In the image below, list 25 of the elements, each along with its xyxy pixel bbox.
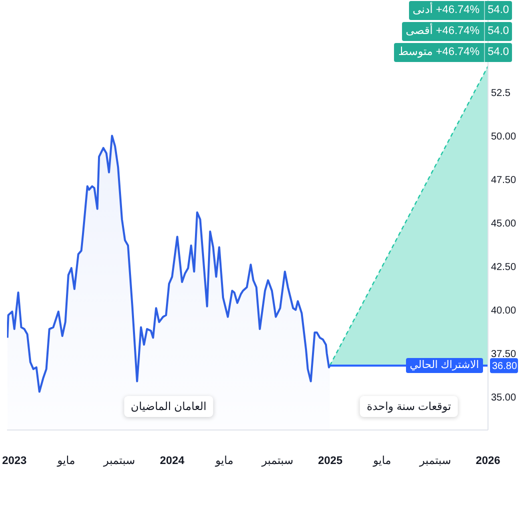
x-tick-label: مايو: [56, 455, 76, 467]
y-tick-label: 47.50: [491, 174, 516, 186]
x-tick-label: سبتمبر: [260, 455, 294, 467]
x-tick-label: سبتمبر: [418, 455, 452, 467]
annotation: 54.0: [484, 1, 512, 20]
y-tick-label: 35.00: [491, 392, 516, 404]
y-tick-label: 36.80: [492, 361, 518, 372]
y-tick-label: 37.50: [491, 348, 516, 360]
x-tick-label: مايو: [214, 455, 234, 467]
x-tick-label: 2025: [318, 455, 342, 467]
y-tick-label: 45.00: [491, 218, 516, 230]
ref-line-label: الاشتراك الحالي: [410, 359, 479, 372]
annotation: 54.0: [484, 22, 512, 41]
x-tick-label: مايو: [372, 455, 392, 467]
y-tick-label: 50.00: [491, 131, 516, 142]
x-tick-label: 2023: [2, 455, 27, 467]
y-tick-label: 40.00: [491, 305, 516, 316]
x-tick-label: 2024: [160, 455, 186, 467]
annotation: توقعات سنة واحدة: [366, 401, 452, 413]
x-tick-label: سبتمبر: [102, 455, 136, 467]
annotation: العامان الماضيان: [130, 401, 206, 413]
annotation: 54.0: [484, 43, 512, 62]
y-tick-label: 52.5: [491, 88, 511, 99]
y-tick-label: 42.50: [491, 262, 516, 273]
x-tick-label: 2026: [476, 455, 500, 467]
